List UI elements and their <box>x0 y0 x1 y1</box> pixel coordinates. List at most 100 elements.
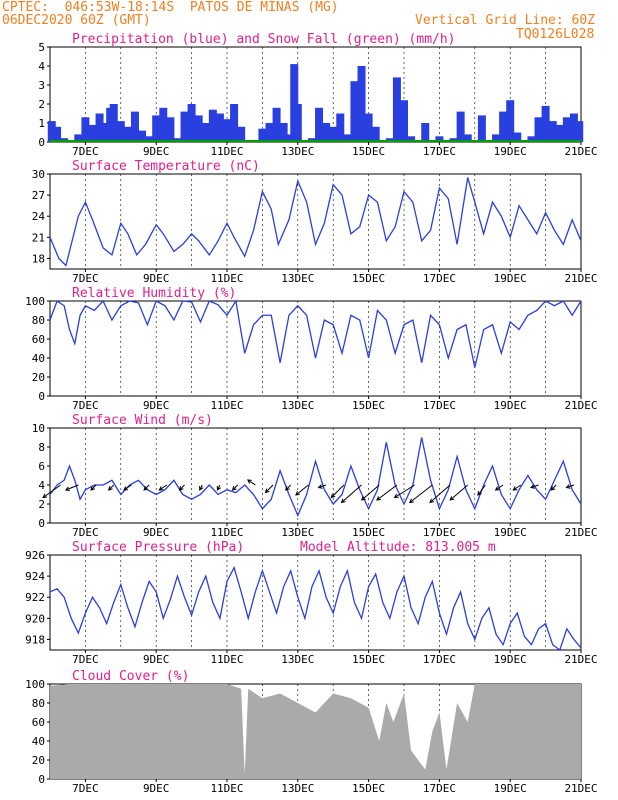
precip-bar <box>223 119 231 142</box>
precip-xtick-label: 21DEC <box>564 145 597 158</box>
precip-bar <box>364 113 373 142</box>
cloud-xtick-label: 17DEC <box>423 782 456 795</box>
wind-vector-head <box>360 496 366 501</box>
precip-bar <box>180 111 189 142</box>
temp-series-line <box>49 177 582 267</box>
wind-ytick-label: 10 <box>32 422 45 435</box>
temp-ytick-label: 27 <box>32 189 45 202</box>
pres-series-line <box>49 565 582 652</box>
wind-vector <box>143 484 150 491</box>
wind-vector <box>566 484 575 488</box>
cloud-xtick-label: 7DEC <box>72 782 99 795</box>
precip-bar <box>421 123 430 142</box>
precip-bar <box>290 64 299 142</box>
precip-bar <box>357 66 366 142</box>
wind-vector <box>295 484 309 496</box>
wind-vector <box>265 484 274 493</box>
wind-vector-head <box>393 493 399 499</box>
wind-vector <box>550 484 557 491</box>
wind-ytick-label: 2 <box>38 498 45 511</box>
precip-bar <box>371 126 380 142</box>
rh-series-line <box>49 299 582 368</box>
wind-vector <box>429 484 451 503</box>
rh-ytick-label: 0 <box>38 390 45 403</box>
wind-vector <box>477 484 486 496</box>
rh-xtick-label: 7DEC <box>72 399 99 412</box>
header-location: CPTEC: 046:53W-18:14S PATOS DE MINAS (MG… <box>2 0 339 15</box>
cloud-ytick-label: 60 <box>32 716 45 729</box>
wind-vector-head <box>376 496 381 501</box>
wind-vector-head <box>317 484 323 489</box>
rh-title: Relative Humidity (%) <box>72 286 236 301</box>
temp-xtick-label: 7DEC <box>72 272 99 285</box>
precip-bar <box>336 113 345 142</box>
precip-bar <box>258 128 267 142</box>
cloud-cover-area <box>50 684 581 779</box>
precip-bar <box>201 123 210 142</box>
precip-bar <box>95 113 104 142</box>
precip-bar <box>350 81 359 142</box>
header-grid-note: Vertical Grid Line: 60Z <box>415 13 596 28</box>
cloud-xtick-label: 19DEC <box>494 782 527 795</box>
wind-series-line <box>49 437 582 518</box>
wind-vector <box>449 484 469 501</box>
temp-ytick-label: 21 <box>32 231 45 244</box>
wind-vector <box>108 484 115 491</box>
precip-bar <box>279 123 288 142</box>
precip-bar <box>322 123 331 142</box>
pres-xtick-label: 19DEC <box>494 653 527 666</box>
wind-ytick-label: 6 <box>38 460 45 473</box>
wind-vector <box>530 484 539 488</box>
wind-vector <box>285 484 292 491</box>
precip-bar <box>109 104 118 142</box>
precip-bar <box>187 104 196 142</box>
wind-vector <box>361 484 380 501</box>
precip-xtick-label: 19DEC <box>494 145 527 158</box>
precip-xtick-label: 7DEC <box>72 145 99 158</box>
wind-vector-head <box>340 498 346 504</box>
precip-bar <box>230 104 239 142</box>
precip-bar <box>315 107 324 142</box>
temp-ytick-label: 24 <box>32 210 46 223</box>
temp-xtick-label: 9DEC <box>143 272 170 285</box>
precip-bar <box>272 107 281 142</box>
rh-xtick-label: 19DEC <box>494 399 527 412</box>
cloud-xtick-label: 13DEC <box>281 782 314 795</box>
wind-vector-head <box>284 486 290 491</box>
wind-vector <box>232 484 238 491</box>
wind-vector-head <box>143 486 149 491</box>
wind-vector-head <box>477 490 482 496</box>
precip-bar <box>74 134 83 142</box>
wind-vector <box>318 484 327 488</box>
wind-vector-head <box>295 491 300 496</box>
precip-bar <box>541 105 550 142</box>
temp-title: Surface Temperature (nC) <box>72 159 260 174</box>
precip-bar <box>237 126 246 142</box>
cloud-title: Cloud Cover (%) <box>72 669 189 684</box>
wind-vector <box>394 484 415 498</box>
wind-vector-head <box>550 486 556 491</box>
precip-bar <box>575 121 584 142</box>
precip-bar <box>534 117 543 142</box>
precip-bar <box>145 136 154 142</box>
rh-ytick-label: 100 <box>25 295 45 308</box>
pres-xtick-label: 13DEC <box>281 653 314 666</box>
pres-xtick-label: 17DEC <box>423 653 456 666</box>
precip-bar <box>463 134 472 142</box>
precip-bar <box>265 123 274 142</box>
wind-xtick-label: 17DEC <box>423 526 456 539</box>
wind-vector-head <box>494 486 500 491</box>
wind-vector-head <box>565 484 571 489</box>
precip-bar <box>130 111 139 142</box>
cloud-ytick-label: 100 <box>25 678 45 691</box>
wind-vector-head <box>429 498 435 504</box>
precip-bar <box>293 104 302 142</box>
wind-vector-head <box>264 488 270 494</box>
precip-ytick-label: 1 <box>38 117 45 130</box>
wind-ytick-label: 4 <box>38 479 45 492</box>
pres-ytick-label: 922 <box>25 591 45 604</box>
pres-annotation: Model Altitude: 813.005 m <box>300 540 496 555</box>
precip-bar <box>166 117 175 142</box>
wind-vector <box>330 484 345 498</box>
